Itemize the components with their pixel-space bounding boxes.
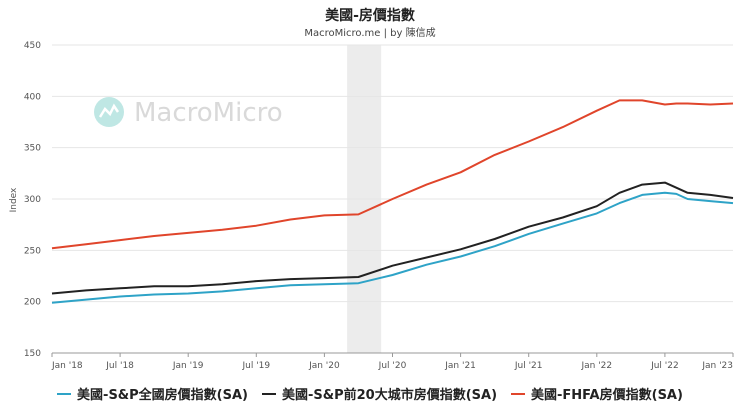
x-tick-label: Jul '20 (378, 361, 407, 371)
x-tick-label: Jan '23 (701, 361, 733, 371)
y-tick-label: 400 (24, 92, 41, 102)
legend-swatch-fhfa (511, 392, 526, 395)
y-tick-label: 200 (24, 298, 41, 308)
y-tick-label: 350 (24, 144, 41, 154)
watermark-chart-icon (98, 103, 120, 118)
legend-label-national: 美國-S&P全國房價指數(SA) (77, 388, 248, 403)
y-axis-label: Index (9, 187, 19, 212)
y-tick-label: 450 (24, 41, 41, 51)
legend-item-fhfa[interactable]: 美國-FHFA房價指數(SA) (511, 384, 683, 403)
legend-swatch-national (57, 392, 72, 395)
watermark: MacroMicro (94, 97, 283, 128)
legend-item-20city[interactable]: 美國-S&P前20大城市房價指數(SA) (261, 384, 498, 403)
x-tick-label: Jan '18 (51, 361, 83, 371)
series-line-20city (51, 181, 734, 295)
legend-label-20city: 美國-S&P前20大城市房價指數(SA) (281, 388, 498, 403)
watermark-text: MacroMicro (134, 98, 283, 128)
y-tick-label: 300 (24, 195, 41, 205)
x-tick-label: Jul '21 (514, 361, 543, 371)
x-tick-label: Jul '19 (241, 361, 270, 371)
legend-item-national[interactable]: 美國-S&P全國房價指數(SA) (57, 384, 248, 403)
x-tick-label: Jan '20 (308, 361, 340, 371)
x-tick-label: Jan '21 (444, 361, 476, 371)
series-line-national (51, 191, 734, 304)
legend-swatch-20city (261, 392, 276, 395)
x-tick-label: Jul '18 (105, 361, 134, 371)
y-tick-label: 250 (24, 246, 41, 256)
series-lines (51, 99, 734, 304)
y-axis: 150 200 250 300 350 400 450 (24, 41, 41, 359)
chart-subtitle: MacroMicro.me | by 陳信成 (304, 28, 436, 39)
x-tick-label: Jul '22 (650, 361, 679, 371)
legend: 美國-S&P全國房價指數(SA) 美國-S&P前20大城市房價指數(SA) 美國… (0, 384, 740, 403)
x-axis: Jan '18 Jul '18 Jan '19 Jul '19 Jan '20 Jul '… (51, 353, 734, 371)
legend-label-fhfa: 美國-FHFA房價指數(SA) (531, 388, 683, 403)
series-line-fhfa (51, 99, 734, 250)
x-tick-label: Jan '19 (172, 361, 204, 371)
chart-title: 美國-房價指數 (325, 8, 415, 24)
y-tick-label: 150 (24, 349, 41, 359)
x-tick-label: Jan '22 (580, 361, 612, 371)
